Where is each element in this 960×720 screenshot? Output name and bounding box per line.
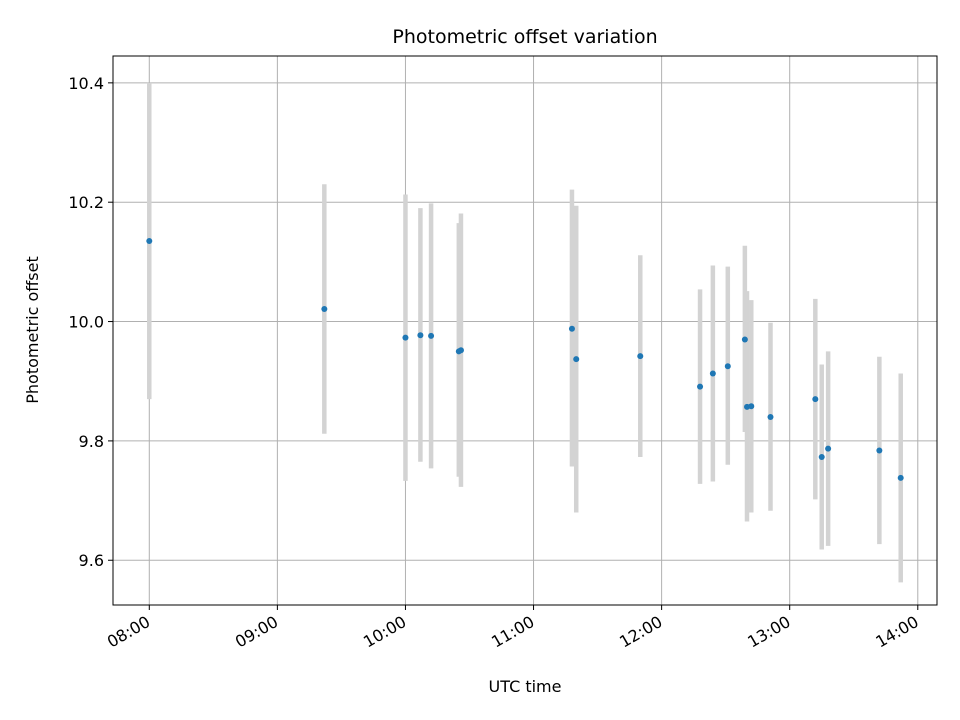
data-point (573, 356, 580, 363)
data-point (697, 383, 704, 390)
y-tick-label: 9.8 (79, 432, 104, 451)
data-point (825, 445, 832, 452)
data-point (457, 347, 464, 354)
data-point (897, 474, 904, 481)
y-tick-label: 10.2 (68, 193, 104, 212)
data-point (146, 237, 153, 244)
data-point (724, 363, 731, 370)
data-point (321, 306, 328, 313)
data-point (637, 353, 644, 360)
chart-title: Photometric offset variation (392, 26, 657, 48)
y-axis-title: Photometric offset (23, 256, 42, 404)
data-point (876, 447, 883, 454)
y-tick-label: 10.0 (68, 313, 104, 332)
plot-frame (112, 55, 938, 606)
data-point (818, 454, 825, 461)
y-tick-label: 10.4 (68, 74, 104, 93)
data-point (812, 396, 819, 403)
y-tick-label: 9.6 (79, 551, 104, 570)
data-point (417, 332, 424, 339)
data-points (146, 237, 904, 481)
data-point (709, 370, 716, 377)
data-point (402, 334, 409, 341)
data-point (428, 332, 435, 339)
y-axis-ticks: 9.6 9.8 10.0 10.2 10.4 (68, 74, 113, 570)
data-point (748, 403, 755, 410)
data-point (741, 336, 748, 343)
x-axis-title: UTC time (489, 677, 562, 696)
data-point (767, 414, 774, 421)
data-point (568, 325, 575, 332)
